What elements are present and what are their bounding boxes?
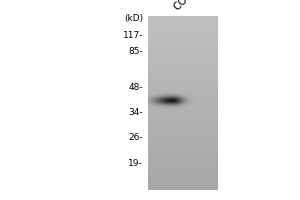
Text: COS7: COS7	[172, 0, 200, 12]
Text: 19-: 19-	[128, 158, 143, 168]
Text: (kD): (kD)	[124, 14, 143, 22]
Text: 26-: 26-	[128, 132, 143, 142]
Text: 48-: 48-	[128, 84, 143, 92]
Text: 117-: 117-	[122, 30, 143, 40]
Text: 85-: 85-	[128, 46, 143, 55]
Text: 34-: 34-	[128, 108, 143, 117]
